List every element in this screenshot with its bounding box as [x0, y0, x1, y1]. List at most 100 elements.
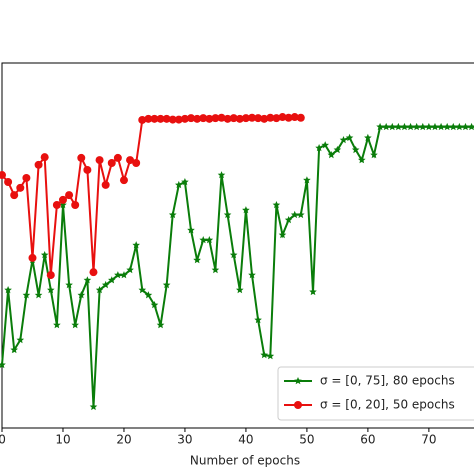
point — [254, 316, 262, 324]
point — [101, 180, 110, 189]
point — [132, 159, 141, 168]
point — [126, 266, 134, 274]
point — [339, 136, 348, 144]
point — [461, 122, 470, 131]
point — [71, 321, 79, 329]
point — [419, 122, 427, 131]
point — [266, 352, 275, 360]
point — [83, 165, 92, 174]
point — [10, 345, 18, 354]
point — [205, 236, 214, 244]
point — [10, 191, 19, 200]
point — [358, 156, 366, 164]
point — [294, 401, 302, 409]
point — [345, 133, 354, 142]
point — [119, 176, 128, 185]
point — [229, 251, 238, 259]
point — [168, 115, 177, 124]
point — [52, 200, 61, 209]
point — [77, 153, 86, 162]
legend: σ = [0, 75], 80 epochs σ = [0, 20], 50 ep… — [277, 366, 474, 421]
x-tick-label: 40 — [238, 433, 253, 447]
point — [175, 180, 183, 189]
point — [77, 291, 86, 299]
point — [229, 114, 238, 123]
point — [376, 122, 384, 131]
point — [0, 171, 6, 180]
point — [132, 241, 140, 249]
point — [28, 253, 37, 262]
point — [296, 113, 305, 122]
point — [138, 115, 147, 124]
point — [113, 153, 122, 162]
series-line — [1, 115, 301, 276]
plot-frame — [1, 62, 474, 429]
point — [278, 230, 287, 239]
point — [351, 145, 360, 154]
point — [95, 156, 104, 165]
point — [4, 177, 13, 186]
point — [431, 122, 439, 131]
point — [241, 114, 250, 123]
point — [187, 114, 196, 123]
point — [53, 321, 61, 329]
point — [223, 114, 232, 123]
x-tick-label: 10 — [55, 433, 70, 447]
x-axis-label: Number of epochs — [190, 454, 300, 468]
point — [388, 122, 397, 131]
point — [89, 268, 98, 277]
legend-box — [277, 366, 474, 421]
point — [95, 286, 104, 294]
point — [22, 291, 31, 299]
point — [284, 113, 293, 122]
x-tick-label: 60 — [360, 433, 375, 447]
point — [187, 226, 195, 234]
point — [16, 183, 25, 192]
point — [382, 122, 390, 131]
point — [156, 114, 165, 123]
x-tick-label: 50 — [299, 433, 314, 447]
point — [467, 122, 474, 131]
point — [400, 122, 409, 131]
x-tick-label: 70 — [421, 433, 436, 447]
point — [174, 115, 183, 124]
point — [248, 271, 256, 279]
point — [65, 191, 74, 200]
point — [40, 153, 49, 162]
point — [364, 133, 372, 142]
point — [217, 113, 226, 122]
point — [412, 122, 421, 131]
point — [0, 360, 6, 369]
x-tick-label: 30 — [177, 433, 192, 447]
point — [168, 210, 177, 219]
point — [455, 122, 464, 131]
point — [40, 251, 49, 259]
legend-label: σ = [0, 75], 80 epochs — [320, 374, 455, 388]
point — [144, 291, 153, 299]
point — [309, 287, 317, 296]
point — [120, 271, 128, 279]
point — [89, 402, 98, 411]
point — [443, 122, 451, 131]
point — [193, 256, 201, 264]
point — [22, 173, 31, 182]
point — [370, 151, 378, 159]
point — [16, 336, 25, 344]
point — [406, 122, 415, 131]
point — [150, 301, 159, 309]
x-tick-label: 20 — [116, 433, 131, 447]
point — [327, 151, 336, 159]
point — [58, 195, 67, 204]
point — [101, 280, 110, 289]
point — [150, 114, 159, 123]
point — [34, 160, 43, 169]
point — [199, 236, 207, 244]
point — [297, 210, 305, 219]
point — [65, 280, 73, 289]
x-tick-label: 0 — [0, 433, 6, 447]
point — [236, 286, 244, 294]
point — [211, 114, 220, 123]
point — [321, 141, 329, 149]
